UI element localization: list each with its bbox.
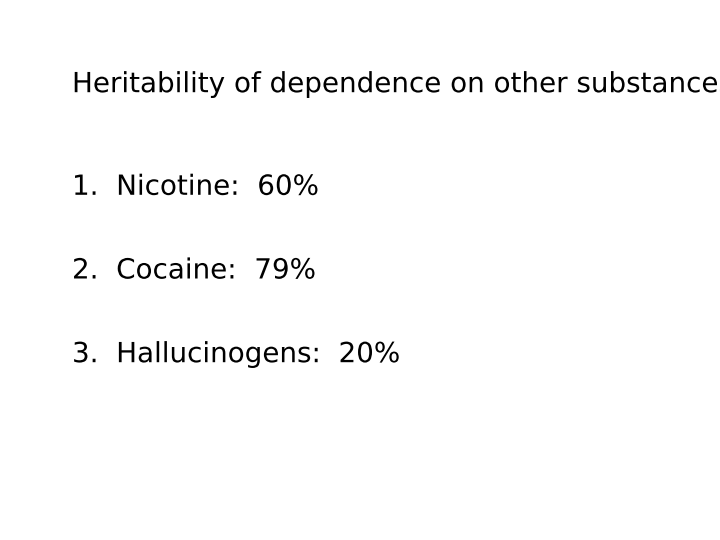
Text: 1.  Nicotine:  60%: 1. Nicotine: 60% xyxy=(72,173,319,201)
Text: Heritability of dependence on other substances:: Heritability of dependence on other subs… xyxy=(72,70,720,98)
Text: 2.  Cocaine:  79%: 2. Cocaine: 79% xyxy=(72,256,316,285)
Text: 3.  Hallucinogens:  20%: 3. Hallucinogens: 20% xyxy=(72,340,400,368)
